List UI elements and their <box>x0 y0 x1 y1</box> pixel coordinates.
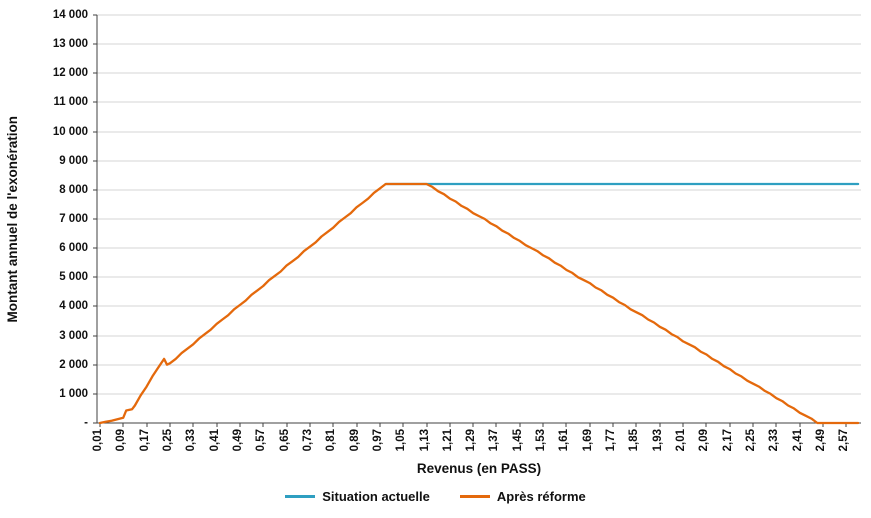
legend-label-situation-actuelle: Situation actuelle <box>322 489 430 504</box>
x-tick-label: 1,21 <box>441 429 454 452</box>
y-tick-label: 1 000 <box>59 387 88 400</box>
y-tick-label: 12 000 <box>52 67 88 80</box>
x-tick-label: 1,69 <box>581 429 594 452</box>
y-tick-label: 9 000 <box>59 154 88 167</box>
x-tick-label: 1,45 <box>511 429 524 452</box>
legend: Situation actuelle Après réforme <box>0 489 871 504</box>
x-tick-label: 1,37 <box>488 429 501 452</box>
x-tick-label: 2,57 <box>838 429 851 452</box>
y-tick-label: 14 000 <box>52 9 88 21</box>
legend-item-situation-actuelle: Situation actuelle <box>285 489 430 504</box>
x-tick-label: 0,97 <box>371 429 384 452</box>
y-tick-label: 11 000 <box>53 96 88 109</box>
x-tick-label: 2,41 <box>791 429 804 452</box>
legend-line-swatch-blue <box>285 495 316 498</box>
x-tick-label: 1,13 <box>418 429 431 452</box>
x-tick-label: 0,73 <box>301 429 314 452</box>
x-tick-label: 0,81 <box>325 429 338 452</box>
y-tick-label: 5 000 <box>59 271 88 284</box>
y-tick-label: 7 000 <box>59 213 88 225</box>
x-axis-title: Revenus (en PASS) <box>416 461 542 476</box>
y-tick-label: 8 000 <box>59 183 88 196</box>
legend-item-apres-reforme: Après réforme <box>459 489 586 504</box>
x-tick-label: 1,61 <box>558 429 571 452</box>
x-tick-label: 0,01 <box>91 429 104 452</box>
legend-line-swatch-orange <box>459 495 490 498</box>
y-tick-label: 10 000 <box>52 125 88 138</box>
x-tick-label: 0,65 <box>278 429 291 452</box>
x-tick-label: 2,33 <box>768 429 781 452</box>
series-line-1 <box>98 182 860 425</box>
x-tick-label: 0,89 <box>348 429 361 452</box>
x-tick-label: 1,05 <box>395 429 408 452</box>
x-tick-label: 0,25 <box>161 429 174 452</box>
legend-label-apres-reforme: Après réforme <box>496 489 586 504</box>
x-tick-label: 0,49 <box>231 429 244 452</box>
x-tick-label: 1,77 <box>605 429 618 452</box>
y-tick-label: 6 000 <box>59 242 88 255</box>
x-tick-label: 1,53 <box>535 429 548 452</box>
x-tick-label: 1,29 <box>465 429 478 452</box>
x-tick-label: 0,57 <box>255 429 268 452</box>
x-tick-label: 1,93 <box>651 429 664 452</box>
y-tick-label: - <box>84 417 88 429</box>
y-tick-label: 3 000 <box>59 329 88 342</box>
x-tick-label: 2,01 <box>675 429 688 452</box>
y-tick-label: 2 000 <box>59 358 88 371</box>
x-tick-label: 0,09 <box>115 429 128 452</box>
x-tick-label: 0,17 <box>138 429 151 452</box>
x-tick-label: 1,85 <box>628 429 641 452</box>
x-tick-label: 2,25 <box>745 429 758 452</box>
x-tick-label: 0,33 <box>185 429 198 452</box>
x-tick-label: 0,41 <box>208 429 221 452</box>
y-tick-label: 4 000 <box>59 300 88 313</box>
x-tick-label: 2,17 <box>721 429 734 452</box>
x-tick-label: 2,49 <box>815 429 828 452</box>
y-tick-label: 13 000 <box>52 38 88 51</box>
x-tick-label: 2,09 <box>698 429 711 452</box>
